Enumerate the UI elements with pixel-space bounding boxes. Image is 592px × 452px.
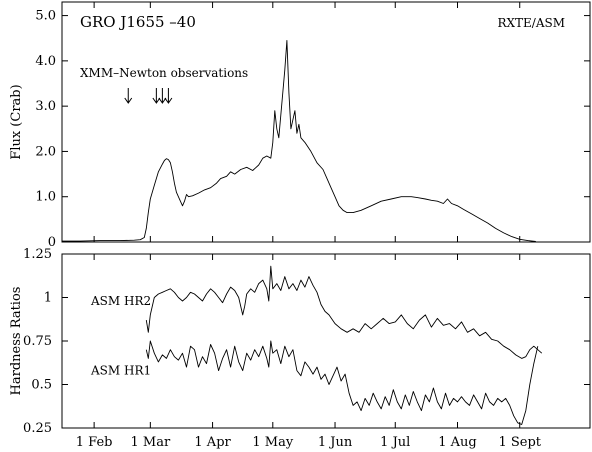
series-label: ASM HR1 — [90, 364, 151, 378]
hardness-y-ticks: 0.25 0.5 0.75 1 1.25 — [23, 247, 590, 436]
x-tick-label: 1 Mar — [130, 435, 170, 450]
observation-arrow — [124, 88, 133, 104]
flux-x-ticks — [93, 2, 521, 242]
flux-y-tick-label: 2.0 — [35, 144, 56, 159]
flux-y-tick-label: 1.0 — [35, 190, 56, 205]
flux-y-tick-label: 4.0 — [35, 54, 56, 69]
flux-y-tick-label: 0 — [48, 235, 56, 250]
asm-hr2-curve — [145, 265, 543, 359]
x-tick-label: 1 Feb — [76, 435, 113, 450]
chart-title: GRO J1655 –40 — [80, 13, 196, 31]
hardness-y-tick-label: 0.75 — [23, 334, 52, 349]
observation-arrow — [152, 88, 161, 104]
x-tick-label: 1 Jul — [380, 435, 410, 450]
x-tick-label: 1 Apr — [194, 435, 231, 450]
x-tick-label: 1 Sept — [498, 435, 541, 450]
observation-arrow — [164, 88, 173, 104]
flux-panel: 01.02.03.04.05.0 GRO J1655 –40 RXTE/ASM … — [9, 1, 591, 250]
observation-annotation: XMM–Newton observations — [80, 66, 248, 80]
hardness-y-tick-label: 1 — [44, 291, 52, 306]
x-tick-label: 1 May — [252, 435, 293, 450]
flux-light-curve — [62, 40, 536, 242]
instrument-label: RXTE/ASM — [497, 16, 565, 30]
hardness-panel-frame — [61, 253, 591, 429]
flux-y-tick-label: 5.0 — [35, 9, 56, 24]
hardness-x-ticks: 1 Feb 1 Mar 1 Apr 1 May 1 Jun 1 Jul 1 Aug 1 Sep… — [76, 254, 542, 450]
hardness-y-tick-label: 0.5 — [31, 378, 52, 393]
flux-y-ticks: 0 1.0 2.0 3.0 4.0 5.0 — [35, 9, 590, 250]
hardness-y-tick-label: 1.25 — [23, 247, 52, 262]
x-tick-label: 1 Jun — [318, 435, 353, 450]
flux-curves — [62, 40, 536, 242]
hardness-series-labels: ASM HR2 ASM HR1 — [90, 294, 151, 378]
hardness-y-axis-title: Hardness Ratios — [9, 287, 24, 396]
hardness-panel: 0.25 0.5 0.75 1 1.25 1 Feb 1 Mar 1 Apr 1 May 1 J… — [9, 247, 591, 450]
flux-y-tick-label: 3.0 — [35, 99, 56, 114]
observation-arrows — [124, 88, 173, 104]
flux-y-axis-title: Flux (Crab) — [9, 84, 24, 159]
x-tick-label: 1 Aug — [438, 435, 477, 450]
flux-panel-frame — [61, 1, 591, 243]
hardness-curves — [145, 265, 543, 425]
observation-arrow — [158, 88, 167, 104]
series-label: ASM HR2 — [90, 294, 151, 308]
hardness-y-tick-label: 0.25 — [23, 421, 52, 436]
asm-hr1-curve — [145, 340, 539, 425]
